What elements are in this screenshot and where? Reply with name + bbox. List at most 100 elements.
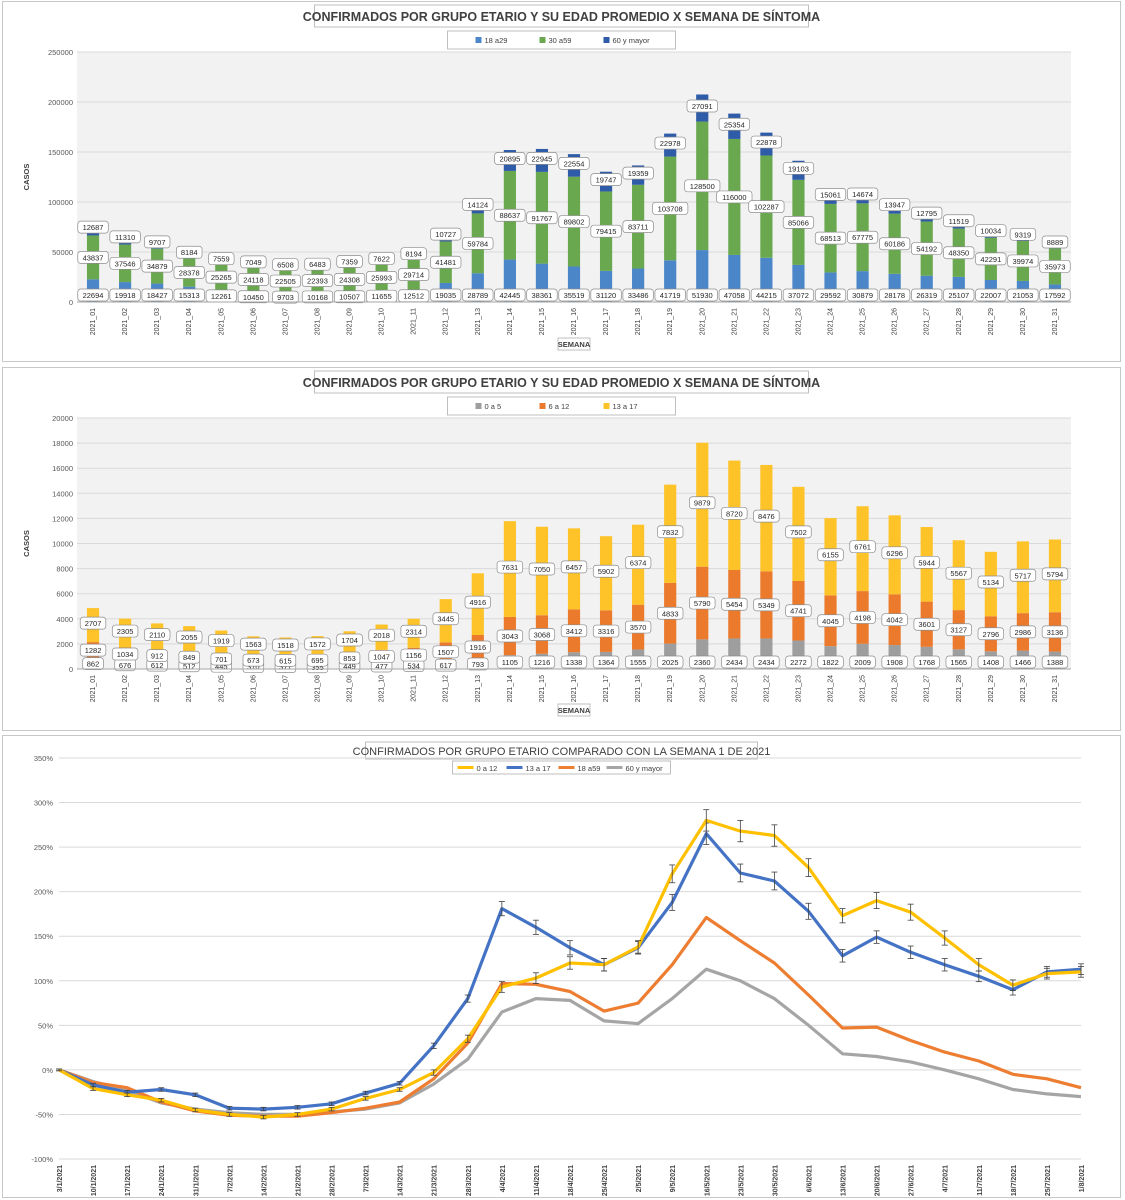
data-label: 615	[279, 656, 292, 665]
x-tick-label: 2021_26	[892, 675, 899, 702]
data-label: 9879	[694, 499, 711, 508]
data-label-box	[400, 624, 427, 638]
data-label: 8889	[1047, 238, 1064, 247]
y-tick-label: 300%	[34, 799, 54, 808]
x-tick-label: 28/3/2021	[466, 1165, 473, 1196]
data-label-box	[943, 214, 975, 228]
data-label: 7049	[245, 258, 262, 267]
data-label: 88637	[499, 211, 520, 220]
data-label-box	[304, 257, 331, 271]
data-label-box	[913, 617, 940, 631]
data-label: 5349	[758, 601, 775, 610]
data-label-box	[141, 288, 173, 302]
data-label: 85066	[788, 218, 809, 227]
data-label-box	[272, 258, 299, 271]
data-label: 22945	[532, 154, 553, 163]
x-tick-label: 2021_27	[924, 308, 931, 335]
x-tick-label: 18/4/2021	[568, 1165, 575, 1196]
x-tick-label: 11/7/2021	[977, 1165, 984, 1196]
data-label-box	[77, 251, 109, 264]
data-label-box	[306, 653, 329, 667]
data-label: 18427	[147, 291, 168, 300]
x-tick-label: 17/1/2021	[125, 1165, 132, 1196]
x-tick-label: 2021_01	[90, 675, 97, 702]
data-label-box	[913, 555, 940, 569]
data-label-box	[817, 614, 844, 628]
data-label: 102287	[754, 203, 779, 212]
data-label: 10727	[435, 230, 456, 239]
data-label: 512	[183, 662, 196, 671]
data-label: 37546	[115, 259, 136, 268]
data-label: 13947	[884, 201, 905, 210]
y-tick-label: 16000	[52, 464, 73, 473]
data-label-box	[686, 99, 718, 113]
data-label-box	[879, 288, 911, 302]
data-label: 2272	[790, 658, 807, 667]
data-label: 1565	[950, 658, 967, 667]
data-label: 6155	[822, 551, 839, 560]
legend-swatch	[603, 403, 610, 409]
y-tick-label: -50%	[35, 1110, 53, 1119]
y-tick-label: -100%	[31, 1155, 53, 1164]
legend-entry: 18 a59	[578, 764, 601, 773]
data-label-box	[718, 288, 750, 302]
data-label: 1338	[566, 658, 583, 667]
data-label: 79415	[596, 227, 617, 236]
data-label: 3570	[630, 623, 647, 632]
x-tick-label: 2021_13	[475, 675, 482, 702]
data-label-box	[109, 256, 141, 270]
data-label: 6296	[886, 549, 903, 558]
data-label-box	[467, 657, 489, 671]
data-label-box	[622, 288, 654, 302]
x-tick-label: 2021_03	[154, 675, 161, 702]
x-tick-label: 2021_02	[122, 675, 129, 702]
data-label: 35973	[1045, 262, 1066, 271]
data-label: 12512	[403, 292, 424, 301]
data-label-box	[975, 288, 1007, 302]
data-label-box	[111, 624, 139, 638]
chart-title: CONFIRMADOS POR GRUPO ETARIO COMPARADO C…	[353, 746, 771, 758]
data-label: 15313	[179, 291, 200, 300]
data-label-box	[881, 546, 908, 560]
data-label-box	[716, 190, 753, 204]
x-tick-label: 2021_16	[571, 308, 578, 335]
data-label-box	[464, 595, 491, 609]
data-label: 37072	[788, 291, 809, 300]
data-label-box	[846, 187, 879, 201]
x-tick-label: 2021_31	[1052, 675, 1059, 702]
x-tick-label: 2021_14	[507, 675, 514, 702]
data-label: 28789	[467, 291, 488, 300]
data-label: 2018	[373, 631, 390, 640]
data-label: 1047	[373, 652, 390, 661]
data-label-box	[846, 230, 879, 244]
x-tick-label: 20/6/2021	[875, 1165, 882, 1196]
x-tick-label: 28/2/2021	[330, 1165, 337, 1196]
data-label: 3043	[502, 632, 519, 641]
data-label: 449	[343, 662, 356, 671]
data-label: 22393	[307, 277, 328, 286]
data-label-box	[977, 575, 1004, 589]
legend-entry: 60 y mayor	[613, 36, 651, 45]
data-label: 1704	[341, 636, 358, 645]
data-label-box	[684, 179, 721, 193]
data-label: 12687	[83, 223, 104, 232]
data-label: 22878	[756, 138, 777, 147]
chart-title-box	[314, 370, 809, 394]
x-tick-label: 2021_09	[347, 675, 354, 702]
data-label: 14124	[467, 200, 488, 209]
data-label: 89802	[564, 218, 585, 227]
x-tick-label: 2/5/2021	[636, 1165, 643, 1192]
x-tick-label: 11/4/2021	[534, 1165, 541, 1196]
data-label-box	[975, 252, 1007, 266]
data-label: 31120	[596, 291, 616, 300]
data-label-box	[526, 211, 558, 225]
line-chart-relative-change: CONFIRMADOS POR GRUPO ETARIO COMPARADO C…	[31, 741, 1086, 1196]
data-label-box	[943, 246, 975, 260]
data-label: 1216	[534, 658, 551, 667]
data-label-box	[368, 628, 395, 642]
x-tick-label: 7/3/2021	[364, 1165, 371, 1192]
x-tick-label: 2021_23	[795, 675, 802, 702]
data-label: 7502	[790, 528, 807, 537]
x-tick-label: 2021_21	[731, 675, 738, 702]
x-tick-label: 2021_18	[635, 675, 642, 702]
